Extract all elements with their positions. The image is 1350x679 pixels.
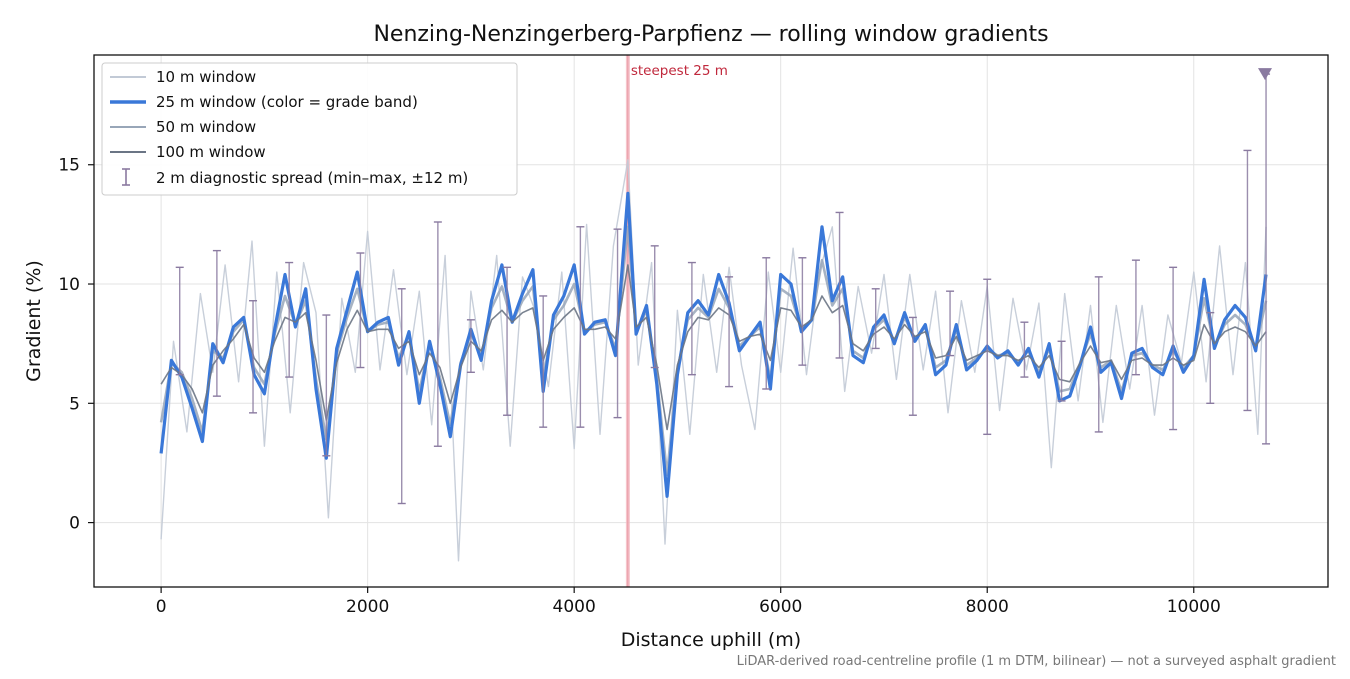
marker-layer (1258, 68, 1273, 81)
x-tick-label: 10000 (1167, 597, 1221, 617)
spread-errorbar (725, 276, 734, 388)
spread-errorbar (249, 300, 258, 414)
spread-errorbar (397, 288, 406, 505)
legend: 10 m window 25 m window (color = grade b… (101, 62, 518, 196)
y-axis: 0 5 10 15 (58, 156, 94, 534)
y-axis-label: Gradient (%) (23, 260, 45, 382)
x-tick-label: 2000 (346, 597, 389, 617)
legend-label-spread: 2 m diagnostic spread (min–max, ±12 m) (156, 169, 468, 187)
y-tick-label: 0 (69, 514, 80, 534)
max-spread-marker (1258, 68, 1273, 81)
spread-errorbar (1057, 340, 1066, 402)
steepest-highlight (625, 55, 630, 587)
spread-errorbar (356, 252, 365, 369)
spread-errorbar (983, 278, 992, 436)
x-axis-label: Distance uphill (m) (621, 629, 801, 651)
x-tick-label: 8000 (966, 597, 1009, 617)
y-tick-label: 10 (58, 275, 80, 295)
spread-errorbar (503, 266, 512, 416)
spread-errorbar (650, 245, 659, 369)
spread-errorbar (433, 221, 442, 447)
spread-errorbar (871, 288, 880, 350)
spread-errorbar (1131, 259, 1140, 376)
spread-errorbar (1169, 266, 1178, 431)
x-tick-label: 4000 (553, 597, 596, 617)
legend-label-25m: 25 m window (color = grade band) (156, 93, 418, 111)
grid-lines (94, 55, 1328, 587)
spread-errorbar (762, 257, 771, 390)
spread-errorbar (212, 249, 221, 397)
errorbar-layer (175, 73, 1271, 505)
spread-errorbar (1243, 149, 1252, 412)
legend-label-100m: 100 m window (156, 143, 266, 161)
spread-errorbar (539, 295, 548, 428)
spread-errorbar (1020, 321, 1029, 378)
footnote: LiDAR-derived road-centreline profile (1… (737, 654, 1336, 669)
spread-errorbar (798, 257, 807, 366)
legend-frame (101, 62, 518, 196)
y-tick-label: 15 (58, 156, 80, 176)
x-tick-label: 6000 (759, 597, 802, 617)
legend-swatch-spread (122, 168, 130, 186)
legend-label-10m: 10 m window (156, 68, 256, 86)
series-100m-line (160, 264, 1267, 431)
x-axis: 0 2000 4000 6000 8000 10000 (156, 587, 1221, 617)
spread-errorbar (687, 261, 696, 376)
legend-label-50m: 50 m window (156, 118, 256, 136)
spread-errorbar (908, 316, 917, 416)
plot-frame (93, 54, 1329, 588)
y-tick-label: 5 (69, 394, 80, 414)
spread-errorbar (946, 290, 955, 357)
spread-errorbar (175, 266, 184, 376)
spread-errorbar (613, 228, 622, 419)
spread-errorbar (322, 314, 331, 457)
spread-errorbar (576, 226, 585, 428)
series-layer (159, 159, 1268, 562)
spread-errorbar (1094, 276, 1103, 433)
spread-errorbar (835, 211, 844, 359)
chart-title: Nenzing-Nenzingerberg-Parpfienz — rollin… (373, 22, 1048, 47)
spread-errorbar (466, 319, 475, 373)
spread-errorbar (1206, 311, 1215, 405)
spread-errorbar (285, 261, 294, 378)
x-tick-label: 0 (156, 597, 167, 617)
annotation-steepest: steepest 25 m (631, 63, 728, 79)
